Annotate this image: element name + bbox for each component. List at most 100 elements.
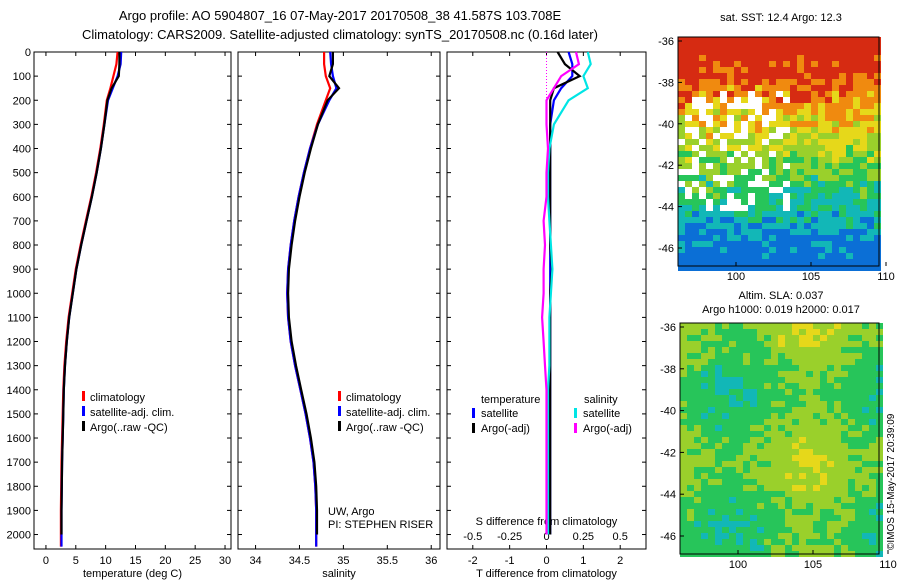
sla-map-cell (841, 371, 848, 377)
sst-map-cell (832, 151, 839, 157)
sla-map-cell (680, 323, 687, 329)
sst-map-cell (713, 265, 720, 271)
sst-map-cell (846, 217, 853, 223)
sla-map-cell (834, 497, 841, 503)
imos-timestamp: ©IMOS 15-May-2017 20:39:09 (886, 413, 897, 550)
depth-tick-label: 100 (13, 71, 31, 83)
sla-map-cell (785, 521, 792, 527)
sla-map-cell (785, 359, 792, 365)
sst-map-cell (825, 61, 832, 67)
sst-map-cell (734, 121, 741, 127)
sla-map-cell (841, 407, 848, 413)
sst-map-cell (839, 55, 846, 61)
sst-map-cell (790, 73, 797, 79)
sla-map-cell (694, 359, 701, 365)
sst-map-cell (874, 241, 881, 247)
sla-map-lat-label: -36 (660, 322, 676, 334)
sla-map-cell (715, 509, 722, 515)
sla-map-cell (750, 479, 757, 485)
sla-map-cell (757, 479, 764, 485)
sla-map-cell (848, 473, 855, 479)
sla-map-cell (778, 407, 785, 413)
sst-map-cell (804, 79, 811, 85)
sla-map-cell (715, 401, 722, 407)
depth-tick-label: 1600 (7, 433, 31, 445)
sla-map-cell (869, 347, 876, 353)
sst-map-cell (713, 109, 720, 115)
sla-map-cell (792, 413, 799, 419)
sla-map-cell (799, 419, 806, 425)
sla-map-cell (799, 347, 806, 353)
sst-map-cell (678, 133, 685, 139)
sst-map-cell (713, 169, 720, 175)
sla-map-cell (743, 425, 750, 431)
sst-map-cell (832, 97, 839, 103)
sst-map-cell (692, 217, 699, 223)
sla-map-cell (841, 413, 848, 419)
sst-map-cell (874, 223, 881, 229)
sla-map-cell (792, 389, 799, 395)
sla-map-cell (806, 401, 813, 407)
sla-map-cell (848, 425, 855, 431)
sla-map-cell (743, 485, 750, 491)
sla-map-cell (750, 353, 757, 359)
difference-xtick-label: 0 (543, 555, 549, 567)
sla-map-cell (820, 533, 827, 539)
sla-map-cell (806, 473, 813, 479)
sst-map-cell (748, 187, 755, 193)
sla-map-cell (701, 521, 708, 527)
sst-map-cell (734, 259, 741, 265)
sla-map-cell (694, 497, 701, 503)
sst-map-cell (832, 43, 839, 49)
sst-map-cell (790, 181, 797, 187)
sla-map-cell (848, 323, 855, 329)
difference-xtick-label: 1 (580, 555, 586, 567)
sst-map-cell (713, 61, 720, 67)
sst-map-cell (678, 265, 685, 271)
sst-map-cell (713, 97, 720, 103)
sla-map-cell (771, 323, 778, 329)
sla-map-cell (715, 341, 722, 347)
sst-map-cell (797, 229, 804, 235)
sst-map-cell (706, 253, 713, 259)
sla-map-cell (736, 509, 743, 515)
sst-map-cell (839, 61, 846, 67)
sst-map-cell (776, 73, 783, 79)
sla-map-cell (764, 425, 771, 431)
sla-map-cell (827, 365, 834, 371)
sst-map-cell (699, 85, 706, 91)
sst-map-cell (860, 175, 867, 181)
sla-map-cell (736, 425, 743, 431)
sla-map-cell (687, 371, 694, 377)
sst-map-cell (734, 253, 741, 259)
sst-map-cell (713, 79, 720, 85)
sla-map-title: Altim. SLA: 0.037 (738, 290, 824, 302)
sst-map-cell (706, 211, 713, 217)
sst-map-cell (734, 79, 741, 85)
sla-map-cell (757, 503, 764, 509)
sst-map-cell (734, 235, 741, 241)
temperature-legend-label: satellite-adj. clim. (90, 407, 174, 419)
sst-map-cell (853, 49, 860, 55)
sst-map-cell (727, 241, 734, 247)
sst-map-cell (867, 229, 874, 235)
sla-map-cell (764, 359, 771, 365)
sla-map-cell (743, 359, 750, 365)
sst-map-cell (678, 211, 685, 217)
sla-map-cell (736, 485, 743, 491)
sla-map-cell (806, 527, 813, 533)
sst-map-cell (825, 127, 832, 133)
sst-map-cell (811, 79, 818, 85)
sla-map-cell (813, 389, 820, 395)
sst-map-cell (769, 67, 776, 73)
sst-map-cell (734, 163, 741, 169)
sst-map-cell (867, 133, 874, 139)
sst-map-cell (783, 49, 790, 55)
sst-map-cell (720, 61, 727, 67)
sst-map-cell (706, 235, 713, 241)
sst-map-cell (706, 151, 713, 157)
sst-map-cell (874, 181, 881, 187)
sla-map-cell (841, 353, 848, 359)
sst-map-cell (797, 109, 804, 115)
sla-map-cell (771, 389, 778, 395)
